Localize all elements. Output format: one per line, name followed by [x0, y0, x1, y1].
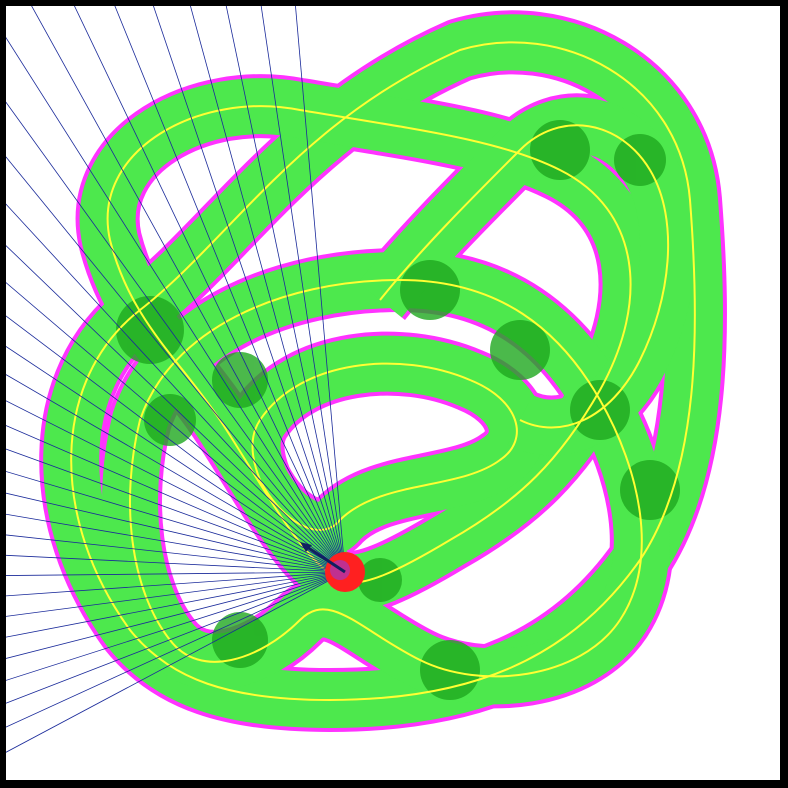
lidar-ray: [6, 374, 346, 573]
lidar-ray: [190, 6, 346, 573]
lidar-ray: [6, 571, 346, 576]
lidar-ray: [6, 425, 346, 573]
lidar-ray: [153, 6, 346, 573]
lidar-ray: [6, 156, 346, 573]
lidar-ray: [6, 203, 346, 573]
lidar-ray: [6, 400, 346, 573]
lidar-ray: [6, 36, 346, 573]
track: [6, 6, 727, 753]
lidar-ray: [31, 6, 346, 573]
lidar-ray: [295, 6, 346, 573]
lidar-ray: [6, 345, 346, 573]
lidar-ray: [6, 571, 346, 617]
robot: [300, 542, 365, 592]
lidar-ray: [6, 471, 346, 573]
lidar-ray: [6, 571, 346, 681]
lidar-ray: [6, 282, 346, 573]
lidar-ray: [6, 101, 346, 573]
lidar-ray: [225, 6, 346, 573]
lidar-ray: [114, 6, 346, 573]
lidar-ray: [6, 571, 346, 659]
lidar-rays: [6, 6, 346, 753]
lidar-ray: [6, 571, 346, 638]
lidar-ray: [6, 245, 346, 573]
lidar-ray: [6, 315, 346, 573]
lidar-ray: [6, 554, 346, 573]
lidar-ray: [6, 571, 346, 728]
lidar-ray: [6, 534, 346, 573]
center-lines: [70, 41, 696, 702]
lidar-ray: [6, 448, 346, 573]
lidar-ray: [74, 6, 346, 573]
lidar-ray: [6, 513, 346, 573]
lidar-ray: [260, 6, 346, 573]
lidar-ray: [6, 571, 346, 753]
lidar-ray: [6, 571, 346, 704]
lidar-ray: [6, 571, 346, 597]
lidar-ray: [6, 492, 346, 573]
